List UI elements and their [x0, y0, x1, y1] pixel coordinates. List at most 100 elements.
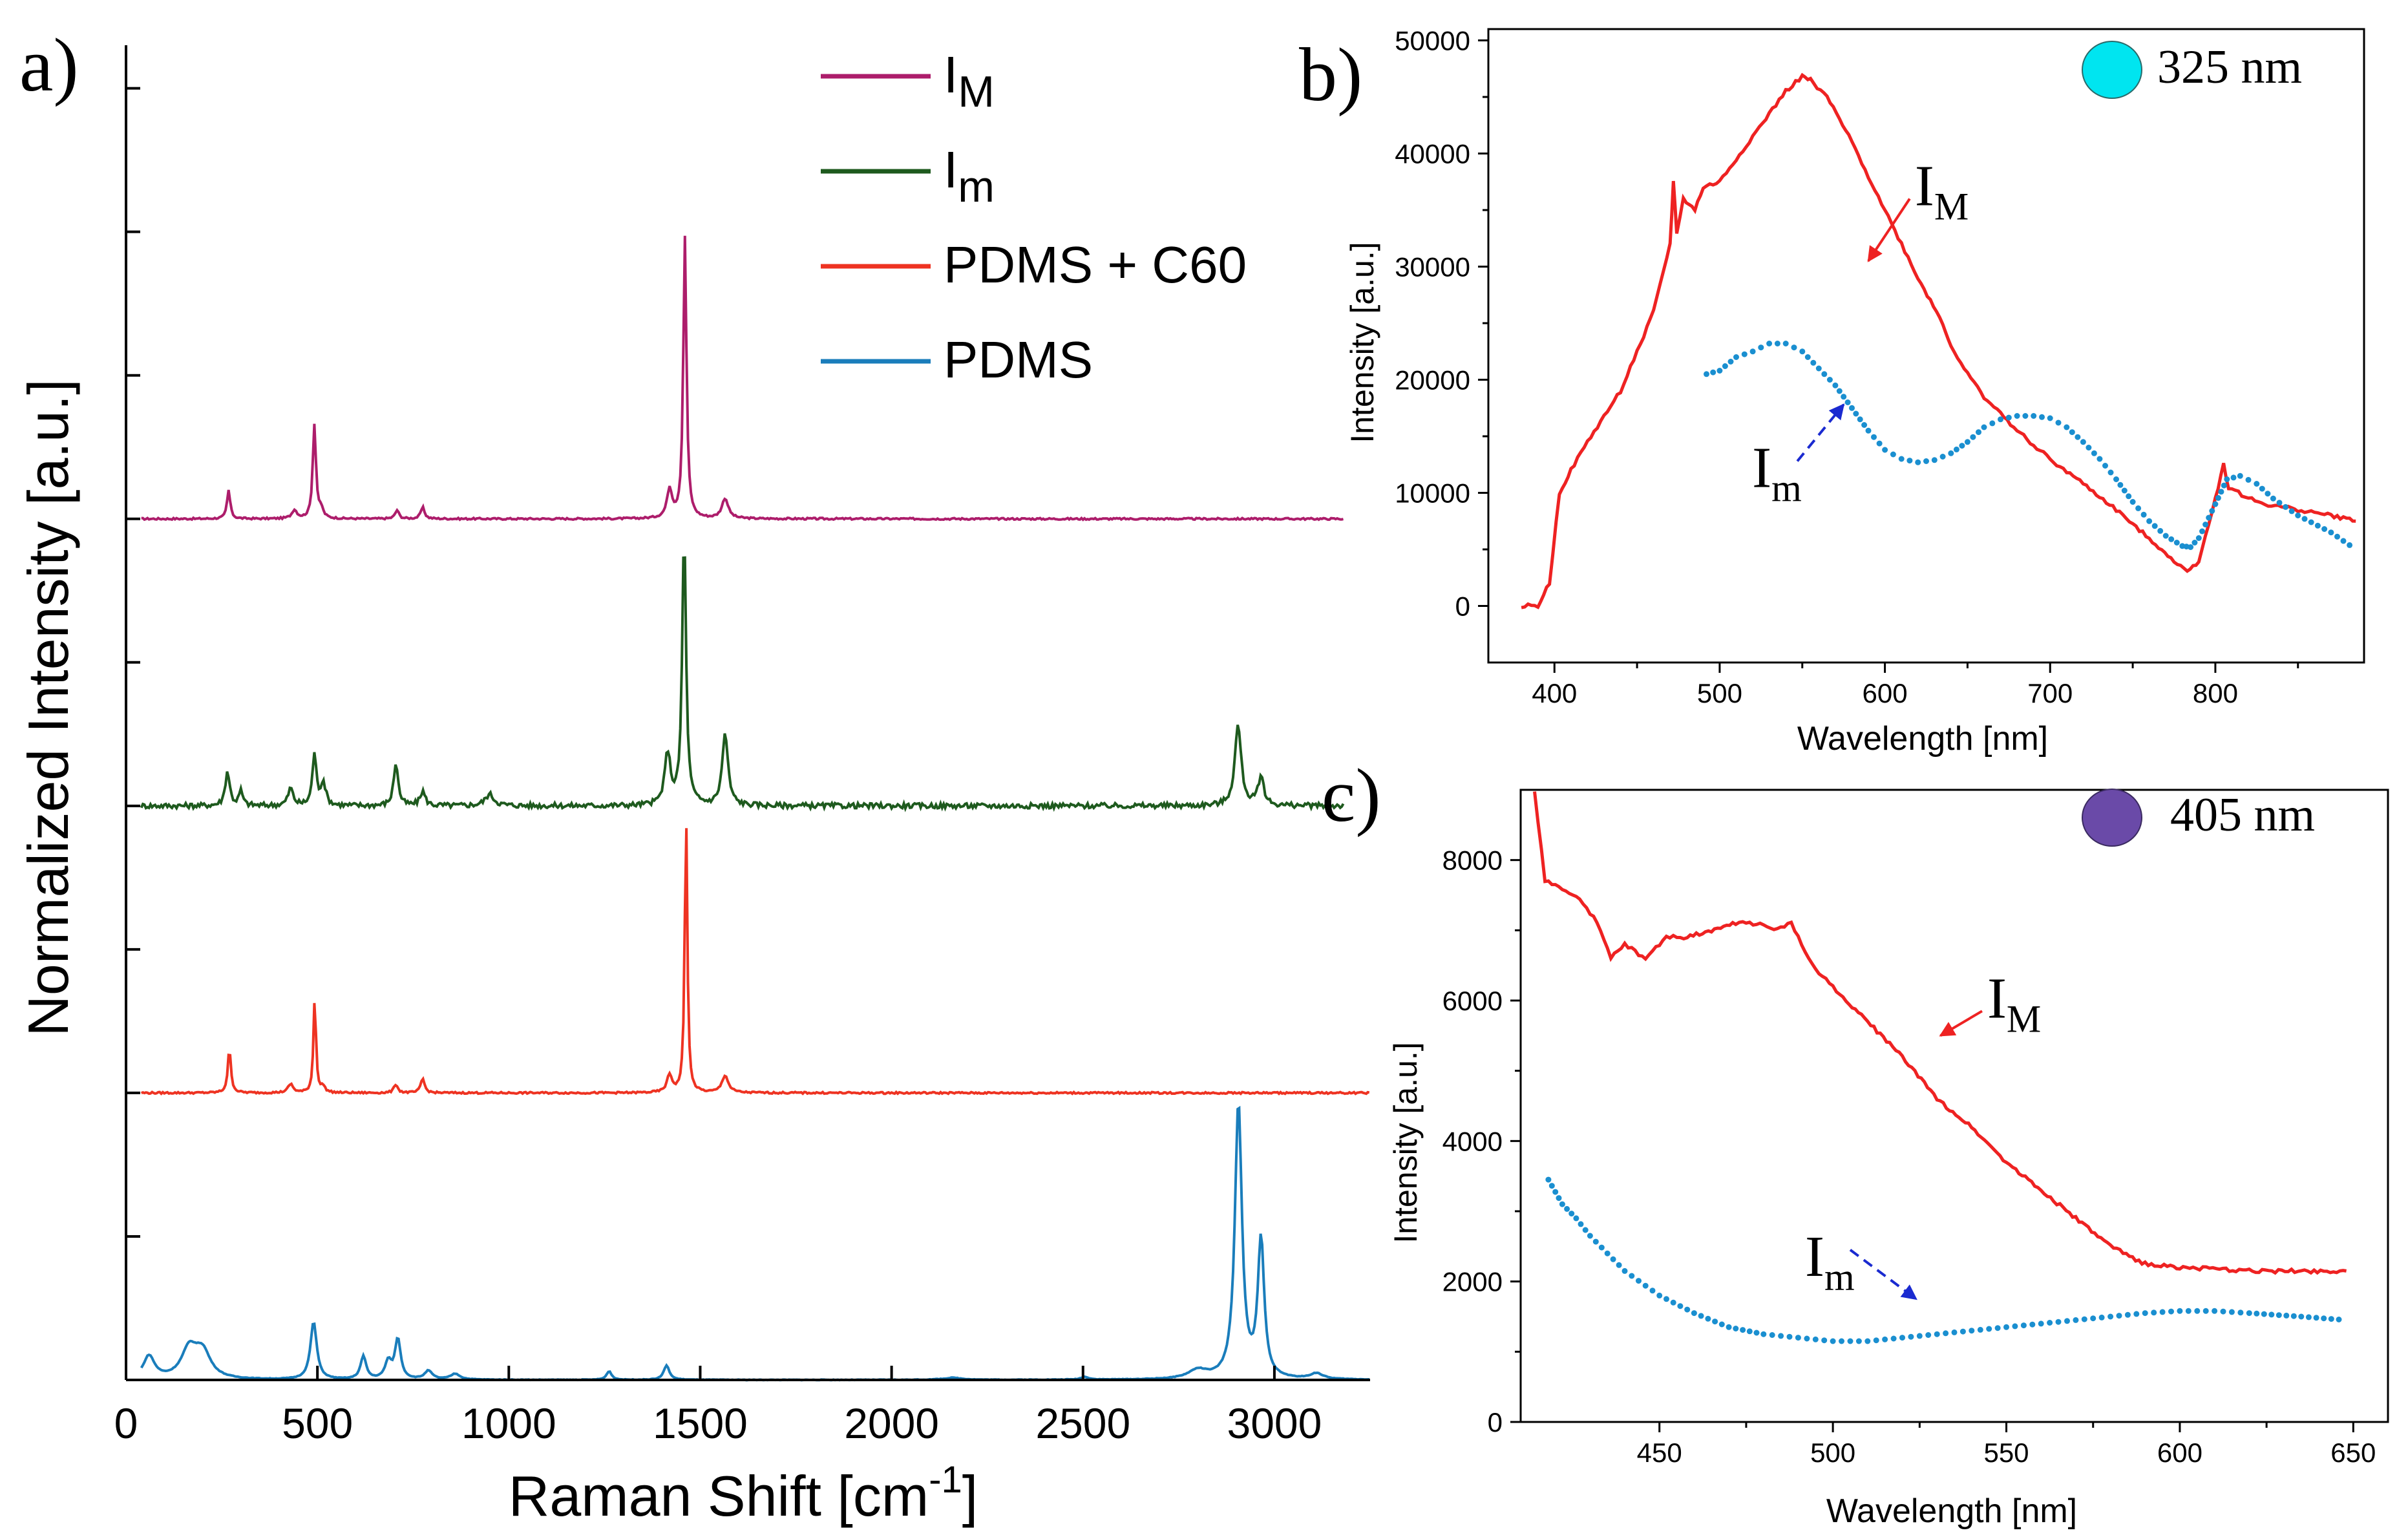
ytick-label: 0 [1455, 591, 1470, 622]
panel-series-point [2005, 414, 2012, 421]
xtick-label: 600 [1863, 678, 1908, 708]
panel-series-point [1890, 1335, 1897, 1342]
panel-series-point [2191, 540, 2198, 546]
panel-series-point [2313, 1315, 2319, 1321]
panel-series-point [1934, 1331, 1940, 1337]
xtick-label: 500 [1810, 1437, 1855, 1468]
panel-series-point [2073, 1317, 2079, 1323]
panel-series-point [1716, 368, 1723, 374]
panel-b-ylabel: Intensity [a.u.] [1344, 242, 1380, 443]
panel-series-point [1844, 399, 1851, 405]
panel-a-xlabel: Raman Shift [cm-1] [509, 1459, 978, 1528]
panel-a-series-line [141, 235, 1344, 522]
panel-series-point [1953, 446, 1959, 452]
legend-label: PDMS + C60 [944, 236, 1247, 293]
annotation-label-main: I [1752, 436, 1771, 500]
panel-frame [1519, 789, 2389, 1423]
panel-series-point [2212, 1308, 2218, 1314]
panel-series-point [2014, 413, 2020, 419]
panel-b-xlabel: Wavelength [nm] [1797, 720, 2048, 758]
panel-series-point [1839, 1338, 1844, 1344]
panel-series-point [1959, 1328, 1966, 1335]
panel-series-point [2029, 1321, 2036, 1328]
panel-series-point [2321, 1315, 2327, 1322]
panel-series-point [2177, 1308, 2183, 1314]
panel-series-point [2199, 528, 2205, 535]
panel-series-point [2064, 1318, 2070, 1324]
panel-a-series-line [140, 828, 1370, 1096]
panel-series-point [1849, 405, 1855, 411]
panel-series-point [2091, 450, 2097, 456]
annotation-arrow [1796, 403, 1845, 462]
panel-series-point [2168, 536, 2175, 542]
panel-series-point [2254, 481, 2260, 487]
panel-series-point [2195, 535, 2202, 541]
panel-a-xtick-label: 2500 [1035, 1399, 1130, 1447]
panel-series-point [2081, 1316, 2087, 1322]
panel-series-point [2107, 1313, 2114, 1320]
annotation-label-sub: M [2007, 997, 2041, 1040]
panel-series-point [2047, 415, 2053, 421]
panel-series-point [1774, 341, 1780, 346]
xtick-label: 800 [2193, 678, 2238, 708]
ytick-label: 10000 [1395, 478, 1470, 509]
panel-series-point [2064, 424, 2070, 430]
panel-series-point [2117, 482, 2124, 488]
panel-b-excitation-marker [2082, 41, 2142, 99]
panel-a-xtick-label: 3000 [1227, 1399, 1322, 1447]
xtick-label: 550 [1983, 1437, 2029, 1468]
panel-series-point [2194, 1308, 2201, 1314]
panel-series-point [1568, 1211, 1575, 1217]
panel-series-point [1740, 1327, 1746, 1333]
panel-series-point [1559, 1201, 1565, 1207]
panel-c: c) 450 500 550 600 650 0 2000 4000 6000 8000 Wav… [1322, 753, 2389, 1530]
panel-series-point [2215, 494, 2221, 501]
xtick-label: 600 [2157, 1437, 2202, 1468]
panel-series-point [2347, 542, 2353, 548]
panel-series-point [2121, 487, 2128, 494]
panel-series-point [1795, 1335, 1801, 1341]
panel-series-point [2237, 1309, 2244, 1316]
panel-c-xticklabels: 450 500 550 600 650 [1637, 1437, 2376, 1468]
panel-series-point [1564, 1205, 1570, 1212]
xtick-label: 700 [2027, 678, 2073, 708]
panel-a-xlabel-main: Raman Shift [cm [509, 1464, 929, 1528]
panel-series-point [1782, 341, 1789, 346]
panel-series-point [2080, 439, 2086, 445]
panel-series-point [1890, 451, 1896, 458]
panel-series-point [1989, 420, 1996, 427]
panel-series-point [2301, 516, 2308, 522]
panel-series-point [1741, 351, 1748, 357]
panel-series-point [2202, 522, 2209, 527]
panel-series-point [1821, 1337, 1828, 1344]
panel-series-point [1616, 1262, 1622, 1268]
annotation-label-main: I [1987, 966, 2007, 1030]
panel-series-point [1726, 1324, 1732, 1330]
annotation-label: IM [1987, 966, 2041, 1040]
panel-series-point [2162, 533, 2169, 539]
panel-series-point [2308, 519, 2314, 525]
panel-series-point [2012, 1323, 2018, 1330]
panel-series-point [1855, 1338, 1862, 1344]
panel-c-series [1533, 791, 2347, 1344]
panel-series-point [1970, 434, 1976, 440]
panel-series-point [1705, 1315, 1711, 1322]
panel-series-point [1778, 1333, 1784, 1339]
panel-series-point [1882, 1336, 1888, 1342]
panel-series-point [2220, 1308, 2226, 1315]
panel-series-point [1578, 1221, 1584, 1227]
panel-series-point [2334, 533, 2340, 540]
panel-series-point [2022, 413, 2029, 419]
panel-series-point [1677, 1303, 1684, 1309]
panel-series-point [2133, 1311, 2140, 1317]
panel-series-point [2288, 508, 2295, 514]
panel-series-point [2020, 1322, 2027, 1329]
panel-series-point [1830, 1338, 1836, 1344]
panel-series-point [2298, 1313, 2305, 1320]
panel-series-point [1882, 447, 1888, 453]
panel-series-point [2031, 413, 2037, 419]
panel-a-ylabel: Normalized Intensity [a.u.] [16, 379, 80, 1036]
panel-series-point [2224, 476, 2230, 482]
panel-series-point [1857, 416, 1863, 423]
panel-series-point [2314, 522, 2321, 529]
